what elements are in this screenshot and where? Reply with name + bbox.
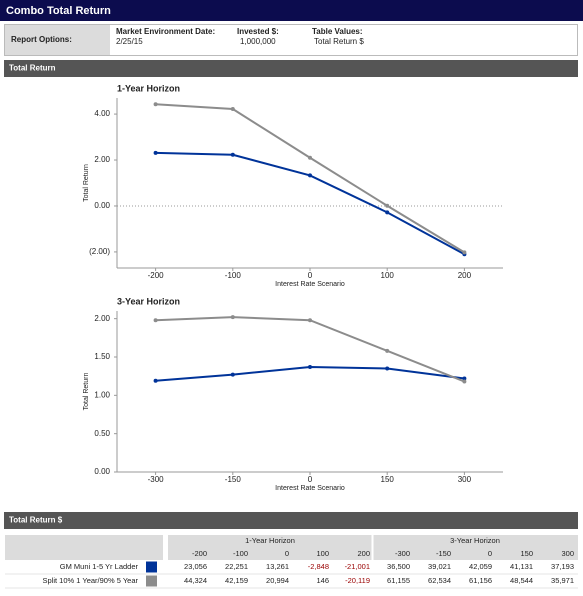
field-label: Market Environment Date: [116,27,215,36]
point [153,150,158,155]
point [230,107,235,112]
point [385,210,390,215]
point [153,318,158,323]
report-title: Combo Total Return [6,5,111,17]
cell: 44,324 [184,576,207,585]
y-tick-label: 0.00 [94,201,110,210]
y-tick-label: 2.00 [94,155,110,164]
point [385,348,390,353]
cell: -20,119 [345,576,370,585]
section-bar [4,512,578,529]
chart-title: 3-Year Horizon [117,296,180,306]
cell: 61,155 [387,576,410,585]
legend-swatch [146,575,157,587]
cell: 48,544 [510,576,533,585]
cell: -2,848 [308,562,329,571]
y-tick-label: 2.00 [94,314,110,323]
cell: 42,059 [469,562,492,571]
cell: 42,159 [225,576,248,585]
x-tick-label: -150 [225,475,242,484]
field-label: Table Values: [312,27,363,36]
section-title: Total Return $ [9,516,63,525]
y-tick-label: (2.00) [89,247,110,256]
column-header: 0 [488,549,492,558]
x-tick-label: 200 [458,271,472,280]
options-label-box [5,25,110,55]
cell: 62,534 [428,576,451,585]
section-bar [4,60,578,77]
group-header: 1-Year Horizon [245,536,295,545]
cell: 23,056 [184,562,207,571]
column-header: 0 [285,549,289,558]
point [462,376,467,381]
point [230,372,235,377]
point [153,378,158,383]
point [462,379,467,384]
point [385,366,390,371]
column-header: -200 [192,549,207,558]
point [385,203,390,208]
row-label: Split 10% 1 Year/90% 5 Year [43,576,139,585]
x-tick-label: 150 [381,475,395,484]
point [308,155,312,160]
y-tick-label: 1.50 [94,352,110,361]
title-bar [0,0,583,21]
column-header: -150 [436,549,451,558]
point [308,173,312,178]
cell: 61,156 [469,576,492,585]
x-axis-label: Interest Rate Scenario [275,281,345,288]
x-tick-label: -100 [225,271,242,280]
column-header: 150 [520,549,533,558]
group-header: 3-Year Horizon [450,536,500,545]
series-line [155,151,465,256]
column-header: 100 [316,549,329,558]
options-label: Report Options: [11,35,72,44]
cell: 36,500 [387,562,410,571]
x-tick-label: -200 [148,271,165,280]
y-tick-label: 0.00 [94,467,110,476]
row-label: GM Muni 1-5 Yr Ladder [60,562,139,571]
x-axis-label: Interest Rate Scenario [275,485,345,492]
series-line [155,365,465,382]
column-header: -300 [395,549,410,558]
section-title: Total Return [9,64,56,73]
point [230,315,235,320]
cell: 146 [316,576,329,585]
cell: 41,131 [510,562,533,571]
y-tick-label: 4.00 [94,109,110,118]
field-label: Invested $: [237,27,279,36]
field-value: Total Return $ [314,37,364,46]
y-axis-label: Total Return [83,373,90,411]
field-value: 1,000,000 [240,37,276,46]
point [308,318,312,323]
table-corner [5,535,163,560]
cell: 35,971 [551,576,574,585]
x-tick-label: 0 [308,271,313,280]
point [462,250,467,255]
cell: 39,021 [428,562,451,571]
x-tick-label: 300 [458,475,472,484]
x-tick-label: -300 [148,475,165,484]
y-tick-label: 0.50 [94,429,110,438]
point [308,364,312,369]
column-header: 300 [561,549,574,558]
column-header: 200 [357,549,370,558]
cell: 13,261 [266,562,289,571]
cell: 20,994 [266,576,289,585]
cell: 22,251 [225,562,248,571]
cell: -21,001 [345,562,370,571]
column-header: -100 [233,549,248,558]
y-axis-label: Total Return [83,164,90,202]
point [230,152,235,157]
cell: 37,193 [551,562,574,571]
x-tick-label: 0 [308,475,313,484]
x-tick-label: 100 [381,271,395,280]
legend-swatch [146,561,157,573]
point [153,102,158,107]
y-tick-label: 1.00 [94,390,110,399]
field-value: 2/25/15 [116,37,143,46]
chart-title: 1-Year Horizon [117,83,180,93]
